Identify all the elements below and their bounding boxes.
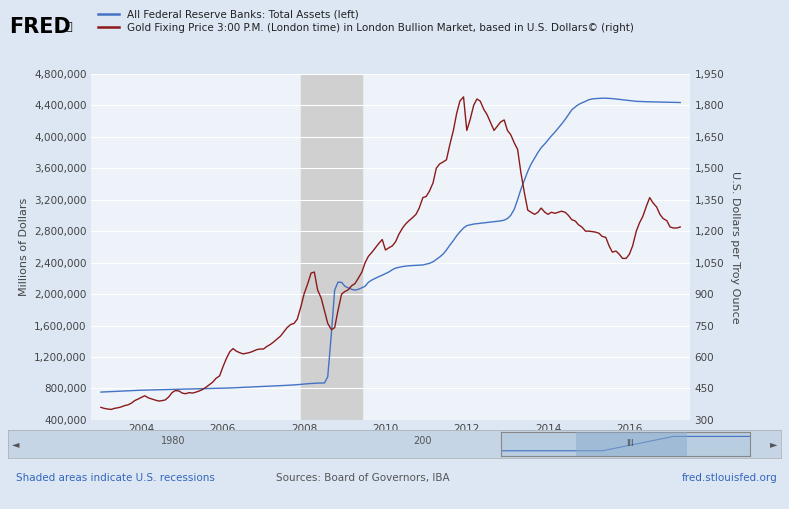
Text: 200: 200 [413, 436, 432, 446]
Bar [575, 432, 687, 456]
Legend: All Federal Reserve Banks: Total Assets (left), Gold Fixing Price 3:00 P.M. (Lon: All Federal Reserve Banks: Total Assets … [96, 8, 636, 35]
Text: Shaded areas indicate U.S. recessions: Shaded areas indicate U.S. recessions [16, 473, 215, 483]
Text: Sources: Board of Governors, IBA: Sources: Board of Governors, IBA [276, 473, 450, 483]
Text: ◄: ◄ [12, 439, 19, 449]
Text: fred.stlouisfed.org: fred.stlouisfed.org [682, 473, 777, 483]
Text: FRED: FRED [9, 17, 71, 38]
Text: 📈: 📈 [65, 22, 72, 33]
Y-axis label: Millions of Dollars: Millions of Dollars [18, 197, 28, 296]
Y-axis label: U.S. Dollars per Troy Ounce: U.S. Dollars per Troy Ounce [730, 171, 740, 323]
Text: ►: ► [770, 439, 777, 449]
Text: III: III [626, 439, 634, 448]
Text: 1980: 1980 [161, 436, 186, 446]
Bar [301, 74, 362, 420]
